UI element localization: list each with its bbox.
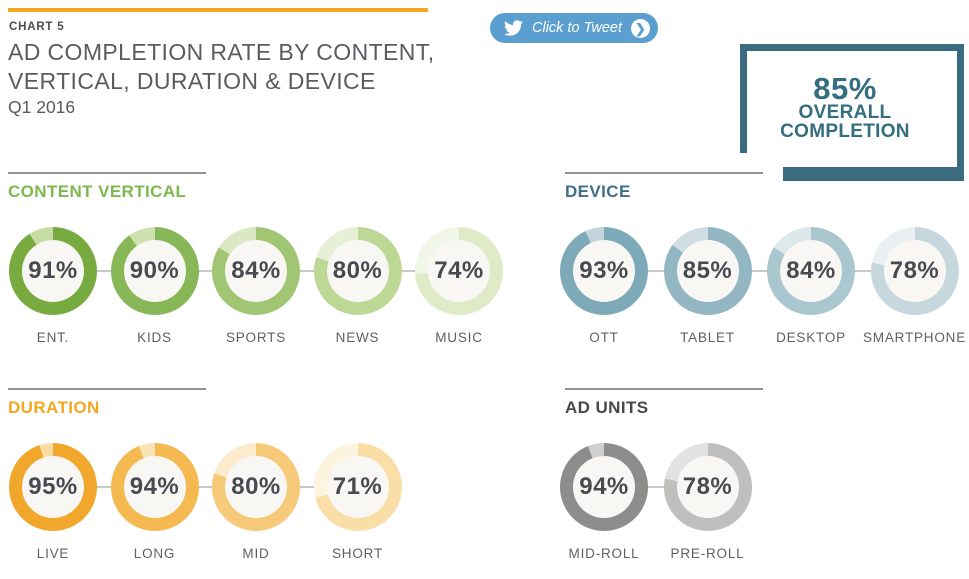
- donut-mid-roll: 94%: [560, 443, 648, 531]
- page-title: AD COMPLETION RATE BY CONTENT, VERTICAL, …: [8, 38, 434, 95]
- donut-label-smartphone: SMARTPHONE: [862, 330, 966, 345]
- donut-hole: 94%: [573, 456, 635, 518]
- donut-row-content-vertical: 91% ENT. 90% KIDS 84% SPORTS 80% NEWS 74% MUSIC: [8, 165, 528, 360]
- donut-row-device: 93% OTT 85% TABLET 84% DESKTOP 78% SMARTPHONE: [560, 165, 969, 360]
- overall-completion-box: 85% OVERALL COMPLETION: [740, 44, 964, 182]
- donut-hole: 78%: [883, 240, 946, 302]
- donut-hole: 85%: [676, 240, 739, 302]
- donut-mid: 80%: [212, 443, 300, 531]
- donut-hole: 90%: [123, 240, 186, 302]
- chart-kicker: CHART 5: [9, 21, 65, 33]
- donut-label-desktop: DESKTOP: [776, 330, 846, 345]
- donut-long: 94%: [110, 443, 199, 531]
- donut-value-mid: 80%: [231, 473, 281, 500]
- donut-hole: 84%: [780, 240, 842, 302]
- overall-label-line1: OVERALL: [798, 102, 892, 123]
- donut-hole: 74%: [428, 240, 490, 302]
- donut-hole: 71%: [326, 456, 389, 518]
- section-divider: [8, 388, 206, 390]
- twitter-bird-icon: [504, 20, 523, 36]
- click-to-tweet-button[interactable]: Click to Tweet ❯: [490, 13, 658, 43]
- donut-label-tablet: TABLET: [680, 330, 735, 345]
- donut-hole: 80%: [326, 240, 389, 302]
- content-vertical-section: CONTENT VERTICAL 91% ENT. 90% KIDS 84% SPORTS…: [8, 165, 528, 360]
- donut-value-pre-roll: 78%: [682, 473, 733, 500]
- donut-music: 74%: [415, 227, 503, 315]
- section-divider: [565, 388, 763, 390]
- donut-label-sports: SPORTS: [225, 330, 287, 345]
- donut-value-live: 95%: [28, 473, 78, 500]
- donut-live: 95%: [9, 443, 97, 531]
- donut-hole: 78%: [676, 456, 739, 518]
- overall-completion-stat: 85% OVERALL COMPLETION: [740, 73, 950, 141]
- donut-value-long: 94%: [129, 473, 180, 500]
- tweet-button-label: Click to Tweet: [532, 20, 622, 36]
- chart-subtitle: Q1 2016: [8, 97, 76, 117]
- donut-label-kids: KIDS: [137, 330, 172, 345]
- donut-ott: 93%: [560, 227, 648, 315]
- donut-value-smartphone: 78%: [889, 257, 940, 284]
- donut-sports: 84%: [212, 227, 300, 315]
- section-title-device: DEVICE: [565, 182, 631, 201]
- overall-value: 85%: [813, 71, 877, 106]
- donut-label-ent: ENT.: [36, 330, 70, 345]
- donut-pre-roll: 78%: [663, 443, 752, 531]
- donut-row-ad-units: 94% MID-ROLL 78% PRE-ROLL: [560, 381, 969, 576]
- donut-connector-line: [604, 486, 708, 488]
- donut-hole: 91%: [22, 240, 84, 302]
- section-title-ad-units: AD UNITS: [565, 398, 649, 417]
- donut-value-short: 71%: [332, 473, 383, 500]
- donut-label-live: LIVE: [36, 546, 70, 561]
- donut-connector-line: [604, 270, 915, 272]
- section-divider: [565, 172, 763, 174]
- donut-label-music: MUSIC: [435, 330, 483, 345]
- donut-value-kids: 90%: [129, 257, 180, 284]
- donut-smartphone: 78%: [870, 227, 959, 315]
- donut-label-pre-roll: PRE-ROLL: [670, 546, 745, 561]
- top-accent-bar: [8, 8, 428, 12]
- donut-short: 71%: [313, 443, 402, 531]
- device-section: DEVICE 93% OTT 85% TABLET 84% DESKTOP 78% SMART…: [560, 165, 969, 360]
- donut-hole: 94%: [123, 456, 186, 518]
- overall-frame-icon: [740, 44, 964, 181]
- donut-label-ott: OTT: [589, 330, 619, 345]
- overall-label-line2: COMPLETION: [780, 120, 910, 142]
- donut-ent: 91%: [9, 227, 97, 315]
- donut-row-duration: 95% LIVE 94% LONG 80% MID 71% SHORT: [8, 381, 528, 576]
- section-title-content-vertical: CONTENT VERTICAL: [8, 182, 187, 201]
- donut-news: 80%: [313, 227, 402, 315]
- donut-label-news: NEWS: [335, 330, 380, 345]
- donut-value-news: 80%: [332, 257, 383, 284]
- duration-section: DURATION 95% LIVE 94% LONG 80% MID 71% SHORT: [8, 381, 528, 576]
- donut-label-mid: MID: [242, 546, 270, 561]
- donut-value-ott: 93%: [579, 257, 629, 284]
- page-title-line2: VERTICAL, DURATION & DEVICE: [8, 67, 376, 94]
- donut-desktop: 84%: [767, 227, 855, 315]
- donut-hole: 95%: [22, 456, 84, 518]
- donut-value-music: 74%: [434, 257, 484, 284]
- ad-units-section: AD UNITS 94% MID-ROLL 78% PRE-ROLL: [560, 381, 969, 576]
- section-divider: [8, 172, 206, 174]
- donut-value-desktop: 84%: [786, 257, 836, 284]
- donut-label-long: LONG: [133, 546, 176, 561]
- donut-label-short: SHORT: [331, 546, 383, 561]
- donut-value-ent: 91%: [28, 257, 78, 284]
- donut-kids: 90%: [110, 227, 199, 315]
- donut-value-mid-roll: 94%: [579, 473, 629, 500]
- donut-value-tablet: 85%: [682, 257, 733, 284]
- donut-label-mid-roll: MID-ROLL: [568, 546, 640, 561]
- donut-connector-line: [53, 486, 358, 488]
- donut-value-sports: 84%: [231, 257, 281, 284]
- donut-hole: 80%: [225, 456, 287, 518]
- page-title-line1: AD COMPLETION RATE BY CONTENT,: [8, 39, 435, 65]
- donut-hole: 84%: [225, 240, 287, 302]
- chevron-right-circle-icon: ❯: [630, 18, 650, 38]
- donut-hole: 93%: [573, 240, 635, 302]
- section-title-duration: DURATION: [8, 398, 100, 417]
- donut-tablet: 85%: [663, 227, 752, 315]
